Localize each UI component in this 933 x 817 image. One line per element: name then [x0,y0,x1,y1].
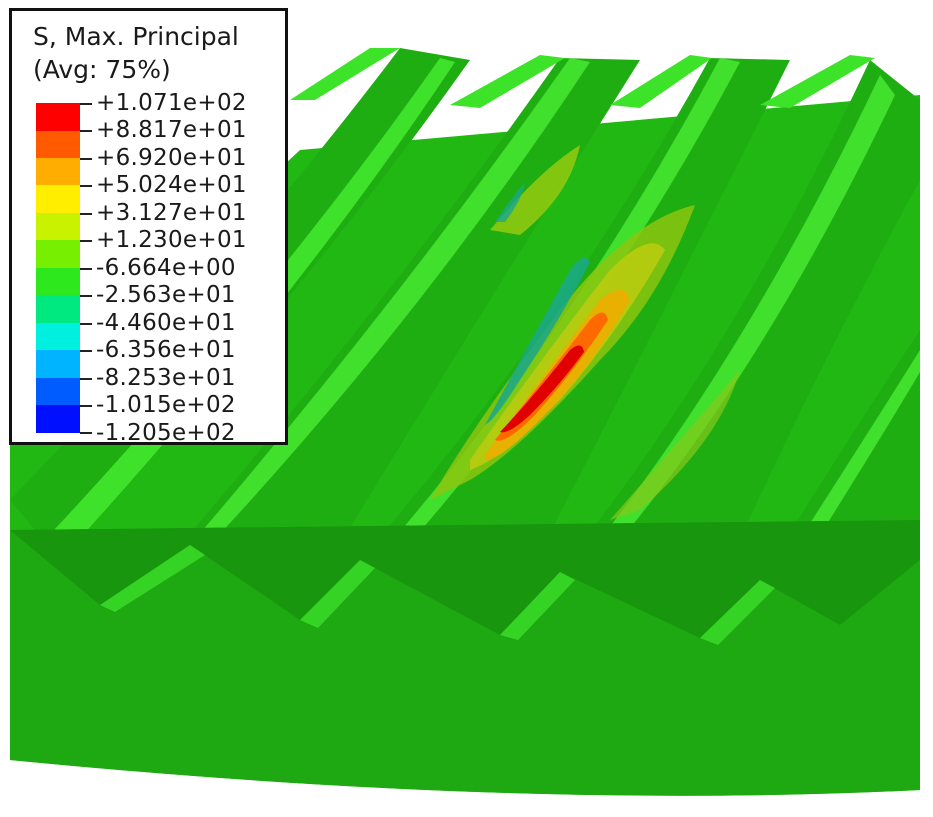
legend-subtitle: (Avg: 75%) [33,55,171,84]
color-swatch [36,158,80,185]
legend-value: +8.817e+01 [96,117,247,143]
legend-title: S, Max. Principal [33,22,239,51]
legend-value: -6.356e+01 [96,337,236,363]
color-swatch [36,323,80,350]
legend-tick [80,405,92,407]
legend-value: -1.015e+02 [96,392,236,418]
legend-tick [80,350,92,352]
legend-tick [80,130,92,132]
color-bar [36,103,80,433]
legend-value: +1.071e+02 [96,90,247,116]
legend-value: -4.460e+01 [96,310,236,336]
color-swatch [36,295,80,323]
color-swatch [36,103,80,131]
color-swatch [36,405,80,433]
gear-rim [10,520,920,796]
legend-value: +6.920e+01 [96,145,247,171]
legend-value: +5.024e+01 [96,172,247,198]
legend-value: -6.664e+00 [96,255,236,281]
legend-value: +3.127e+01 [96,200,247,226]
legend-value: -2.563e+01 [96,282,236,308]
legend-tick [80,295,92,297]
legend-tick [80,240,92,242]
legend-value: +1.230e+01 [96,227,247,253]
legend-value: -8.253e+01 [96,365,236,391]
color-swatch [36,378,80,405]
legend-tick [80,103,92,105]
color-swatch [36,268,80,295]
legend-value: -1.205e+02 [96,420,236,446]
legend-tick [80,323,92,325]
legend-tick [80,268,92,270]
color-swatch [36,131,80,158]
legend-tick [80,378,92,380]
color-swatch [36,240,80,268]
legend-tick [80,158,92,160]
legend-tick [80,213,92,215]
color-swatch [36,213,80,240]
color-swatch [36,350,80,378]
legend-tick [80,432,92,434]
contour-legend: S, Max. Principal (Avg: 75%) +1.071e+02 … [9,8,288,445]
legend-tick [80,185,92,187]
color-swatch [36,185,80,213]
stress-hotspot [430,145,740,520]
